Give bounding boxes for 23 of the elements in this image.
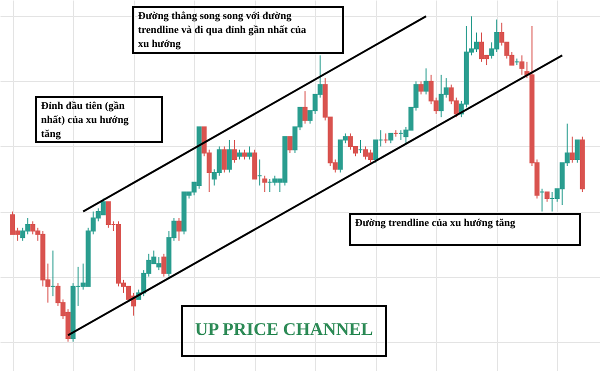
candlestick (222, 146, 227, 173)
candlestick (574, 139, 580, 164)
candlestick (519, 54, 524, 76)
candlestick (388, 132, 394, 144)
annotation: Đường trendline của xu hướng tăng (355, 218, 516, 229)
candlestick (287, 136, 292, 154)
annotation: Đỉnh đầu tiên (gần nhất) của xu hướng tăng (41, 101, 130, 140)
candlestick (262, 175, 268, 193)
candlestick (418, 80, 424, 95)
candlestick (247, 146, 252, 160)
candlestick (424, 68, 429, 95)
candlestick (242, 149, 248, 160)
candlestick (236, 149, 242, 160)
candlestick (570, 136, 575, 164)
candlestick (544, 192, 550, 202)
annotation: Đường thẳng song song với đường trendline và đi qua đỉnh gần nhất của xu hướng (138, 11, 307, 50)
candlestick (302, 90, 308, 124)
candlestick (161, 253, 166, 278)
candlestick (232, 139, 237, 164)
candlestick (176, 218, 182, 242)
candlestick (373, 139, 378, 164)
candlestick (226, 139, 232, 173)
text: UP PRICE CHANNEL (194, 319, 374, 339)
